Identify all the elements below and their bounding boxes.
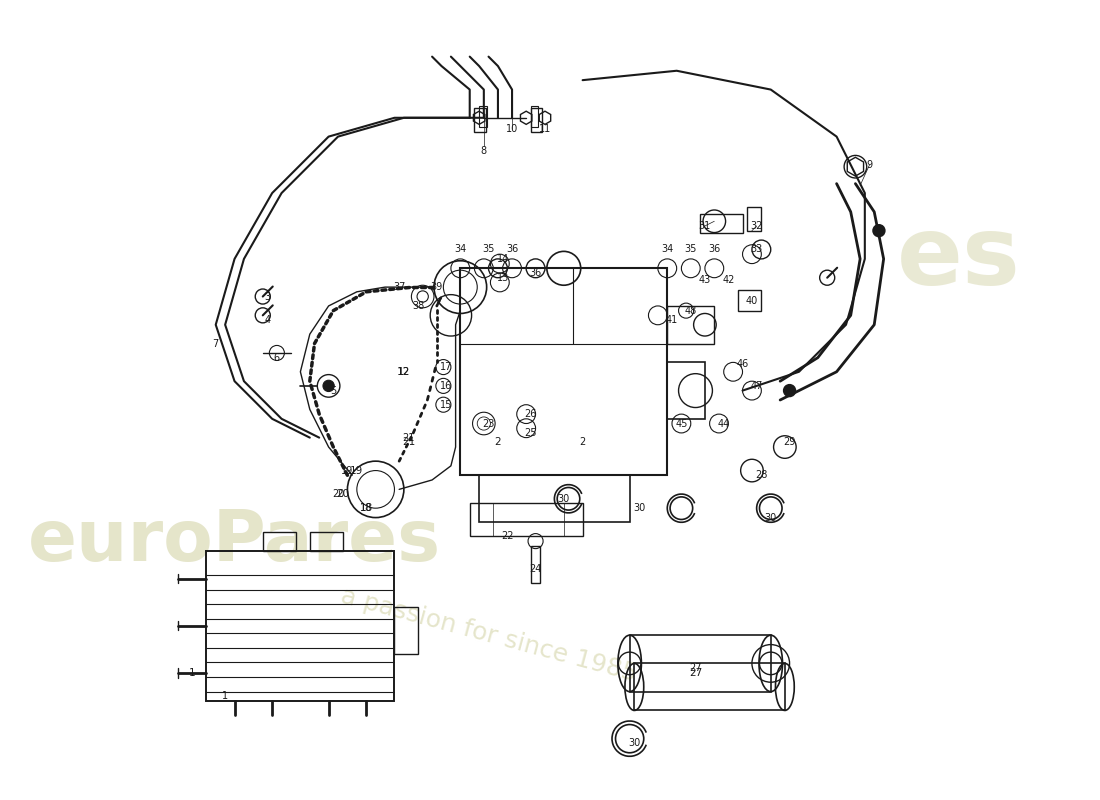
Text: 44: 44 — [717, 418, 729, 429]
Text: 9: 9 — [867, 160, 872, 170]
Bar — [668, 306, 714, 343]
Bar — [310, 532, 343, 550]
Text: a passion for since 1985: a passion for since 1985 — [338, 584, 639, 686]
Bar — [629, 635, 771, 692]
Text: 5: 5 — [330, 386, 337, 395]
Text: 29: 29 — [783, 438, 795, 447]
Text: 34: 34 — [454, 245, 466, 254]
Text: 30: 30 — [558, 494, 570, 504]
Circle shape — [873, 225, 884, 236]
Text: 48: 48 — [684, 306, 697, 316]
Text: es: es — [896, 212, 1021, 306]
Text: 19: 19 — [341, 466, 353, 475]
Text: 2: 2 — [580, 438, 585, 447]
Text: 33: 33 — [750, 245, 762, 254]
Text: 7: 7 — [212, 338, 219, 349]
Text: 37: 37 — [393, 282, 406, 292]
Text: 32: 32 — [750, 221, 762, 231]
Bar — [747, 207, 761, 230]
Text: 6: 6 — [274, 353, 279, 362]
Text: 30: 30 — [628, 738, 640, 748]
Text: 36: 36 — [708, 245, 720, 254]
Text: 1: 1 — [189, 668, 196, 678]
Text: 27: 27 — [689, 668, 702, 678]
Text: 4: 4 — [264, 315, 271, 325]
Bar — [263, 532, 296, 550]
Text: 12: 12 — [397, 366, 410, 377]
Text: 21: 21 — [402, 438, 415, 447]
Text: 34: 34 — [661, 245, 673, 254]
Text: 45: 45 — [675, 418, 688, 429]
Text: 8: 8 — [481, 146, 487, 156]
Text: 35: 35 — [684, 245, 697, 254]
Text: 30: 30 — [632, 503, 646, 513]
Bar — [480, 106, 486, 127]
Text: 10: 10 — [506, 124, 518, 134]
Text: 20: 20 — [332, 489, 344, 499]
Bar — [531, 546, 540, 583]
Text: 41: 41 — [666, 315, 678, 325]
Text: 31: 31 — [698, 221, 711, 231]
Text: 25: 25 — [525, 428, 537, 438]
Text: 39: 39 — [431, 282, 443, 292]
Text: 3: 3 — [264, 291, 271, 302]
Bar — [460, 268, 668, 475]
Text: 23: 23 — [482, 418, 495, 429]
Text: 43: 43 — [698, 274, 711, 285]
Text: 17: 17 — [440, 362, 452, 372]
Text: 18: 18 — [360, 503, 373, 513]
Text: 22: 22 — [502, 531, 514, 542]
Text: 18: 18 — [360, 503, 373, 513]
Text: 2: 2 — [495, 438, 502, 447]
Text: 30: 30 — [764, 513, 777, 522]
Circle shape — [784, 385, 795, 396]
Bar — [738, 290, 761, 310]
Text: 12: 12 — [398, 366, 410, 377]
Bar — [470, 503, 583, 537]
Text: 21: 21 — [403, 433, 415, 442]
Bar — [531, 108, 542, 132]
Text: 14: 14 — [496, 254, 509, 264]
Text: 46: 46 — [736, 359, 749, 370]
Text: 13: 13 — [496, 273, 509, 282]
Text: 11: 11 — [539, 124, 551, 134]
Text: 16: 16 — [440, 381, 452, 391]
Bar — [701, 214, 743, 233]
Bar — [395, 607, 418, 654]
Text: 35: 35 — [482, 245, 495, 254]
Text: 26: 26 — [525, 409, 537, 419]
Text: 1: 1 — [222, 691, 228, 702]
Text: euroPares: euroPares — [28, 506, 441, 576]
Text: 40: 40 — [746, 296, 758, 306]
Bar — [531, 106, 538, 127]
Circle shape — [323, 380, 334, 391]
Text: 27: 27 — [690, 663, 702, 673]
Bar — [474, 108, 486, 132]
Text: 36: 36 — [529, 268, 541, 278]
Text: 36: 36 — [506, 245, 518, 254]
Text: 20: 20 — [337, 489, 350, 499]
Text: 24: 24 — [529, 564, 542, 574]
Text: 15: 15 — [440, 400, 452, 410]
Bar — [207, 550, 395, 701]
Text: 28: 28 — [756, 470, 768, 480]
Text: 47: 47 — [750, 381, 762, 391]
Text: 42: 42 — [723, 274, 735, 285]
Bar — [480, 475, 629, 522]
Text: 38: 38 — [411, 301, 425, 311]
Text: 19: 19 — [350, 466, 363, 475]
Bar — [668, 362, 705, 419]
Bar — [635, 663, 785, 710]
